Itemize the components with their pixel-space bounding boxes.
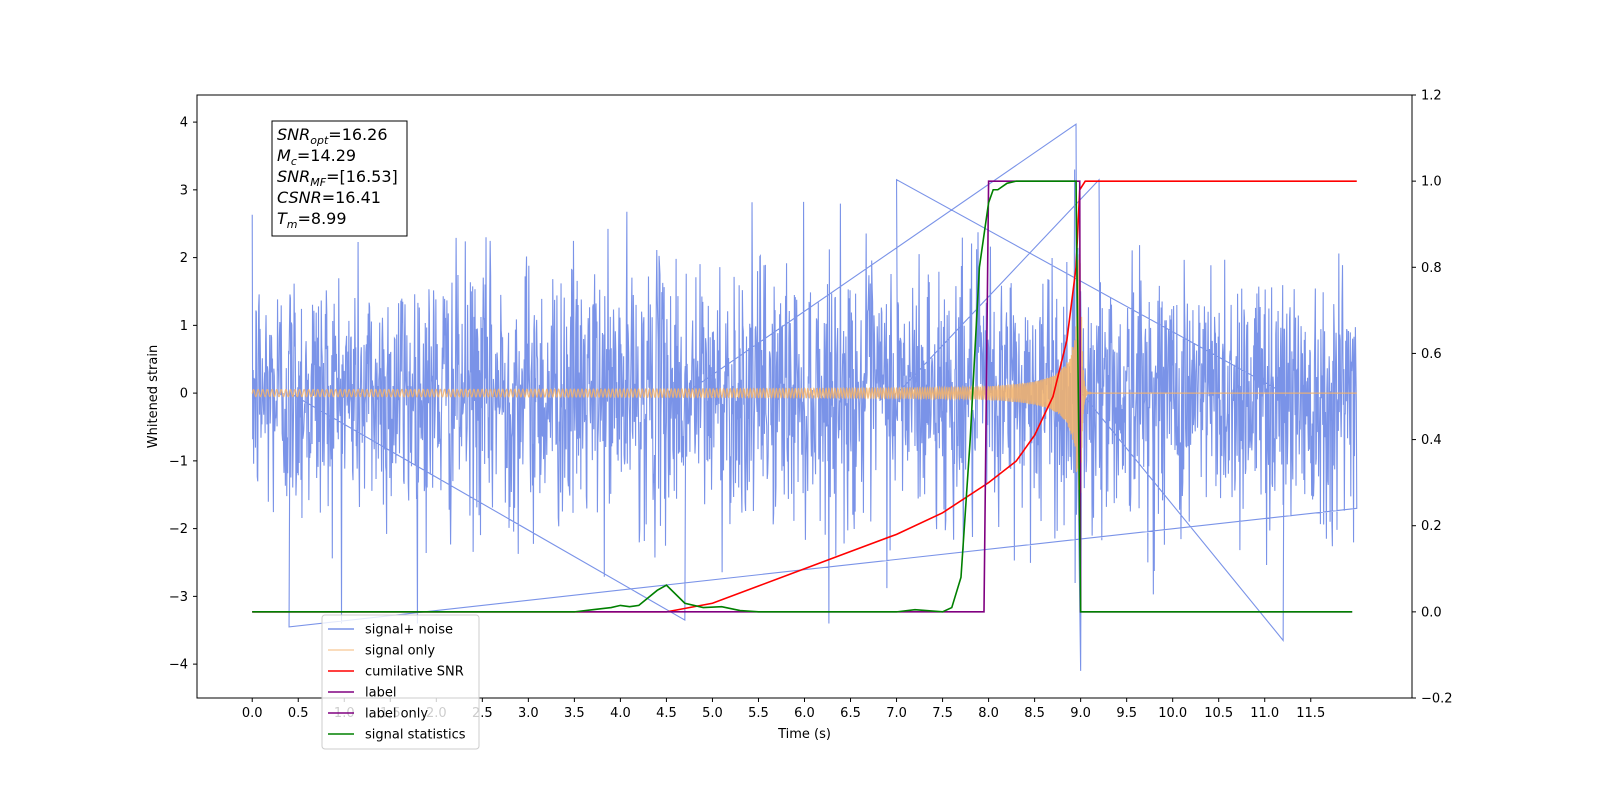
- info-value: =8.99: [298, 209, 347, 228]
- legend-item-label[interactable]: signal only: [365, 644, 435, 659]
- y-tick-label: −2: [169, 522, 188, 537]
- info-value: =14.29: [297, 146, 356, 165]
- series-signal-only-line: [251, 254, 1357, 531]
- legend-item-label[interactable]: label: [365, 686, 396, 701]
- info-symbol: SNR: [277, 125, 310, 144]
- info-subscript: MF: [310, 176, 326, 189]
- legend-item-label[interactable]: label only: [365, 707, 428, 722]
- y-tick-label: 4: [180, 116, 188, 131]
- plot-area: [251, 123, 1358, 671]
- x-tick-label: 10.0: [1158, 706, 1187, 721]
- y2-tick-label: 0.2: [1421, 519, 1442, 534]
- x-tick-label: 5.5: [748, 706, 769, 721]
- x-tick-label: 0.0: [242, 706, 263, 721]
- info-symbol: M: [277, 146, 291, 165]
- y2-tick-label: 1.2: [1421, 89, 1442, 104]
- info-value: =16.26: [328, 125, 387, 144]
- x-tick-label: 3.0: [518, 706, 539, 721]
- legend[interactable]: signal+ noise signal only cumilative SNR la…: [321, 614, 480, 750]
- legend-item-label[interactable]: cumilative SNR: [365, 665, 464, 680]
- info-box-line: SNRopt=16.26: [277, 125, 388, 147]
- series-signal-noise-line: [251, 123, 1358, 671]
- info-box-line: Mc=14.29: [277, 146, 356, 168]
- info-symbol: T: [277, 209, 288, 228]
- info-box-line: CSNR=16.41: [277, 188, 381, 207]
- series-signal-statistics-line: [252, 180, 1353, 613]
- y-axis-left: −4 −3 −2 −1 0 1 2 3 4: [169, 116, 197, 673]
- info-value: =16.41: [322, 188, 381, 207]
- y-tick-label: −3: [169, 590, 188, 605]
- x-tick-label: 5.0: [702, 706, 723, 721]
- legend-item-label[interactable]: signal+ noise: [365, 623, 453, 638]
- info-box: SNRopt=16.26Mc=14.29SNRMF=[16.53]CSNR=16…: [271, 120, 408, 237]
- y2-tick-label: 0.8: [1421, 261, 1442, 276]
- info-subscript: c: [291, 155, 297, 168]
- legend-item-label[interactable]: signal statistics: [365, 728, 466, 743]
- x-tick-label: 8.5: [1024, 706, 1045, 721]
- y-tick-label: −4: [169, 658, 188, 673]
- y2-tick-label: −0.2: [1421, 692, 1453, 707]
- x-tick-label: 11.0: [1250, 706, 1279, 721]
- x-axis-label: Time (s): [777, 727, 831, 742]
- info-subscript: m: [287, 218, 298, 231]
- y-tick-label: 2: [180, 251, 188, 266]
- y2-tick-label: 0.4: [1421, 433, 1442, 448]
- y2-tick-label: 1.0: [1421, 175, 1442, 190]
- y-axis-label: Whitened strain: [146, 345, 161, 448]
- x-tick-label: 9.5: [1116, 706, 1137, 721]
- x-tick-label: 3.5: [564, 706, 585, 721]
- info-symbol: CSNR: [277, 188, 322, 207]
- x-tick-label: 6.0: [794, 706, 815, 721]
- info-symbol: SNR: [277, 167, 310, 186]
- x-tick-label: 0.5: [288, 706, 309, 721]
- legend-frame: [321, 614, 480, 750]
- y2-tick-label: 0.6: [1421, 347, 1442, 362]
- info-value: =[16.53]: [326, 167, 398, 186]
- info-box-line: SNRMF=[16.53]: [277, 167, 398, 189]
- y-tick-label: 3: [180, 183, 188, 198]
- x-tick-label: 7.5: [932, 706, 953, 721]
- y2-tick-label: 0.0: [1421, 605, 1442, 620]
- info-subscript: opt: [310, 134, 329, 147]
- x-tick-label: 8.0: [978, 706, 999, 721]
- x-tick-label: 4.5: [656, 706, 677, 721]
- info-box-line: Tm=8.99: [277, 209, 347, 231]
- x-tick-label: 9.0: [1070, 706, 1091, 721]
- x-tick-label: 6.5: [840, 706, 861, 721]
- y-tick-label: −1: [169, 454, 188, 469]
- x-tick-label: 11.5: [1296, 706, 1325, 721]
- info-box-frame: [271, 120, 408, 237]
- x-tick-label: 10.5: [1204, 706, 1233, 721]
- x-tick-label: 4.0: [610, 706, 631, 721]
- x-tick-label: 7.0: [886, 706, 907, 721]
- y-tick-label: 1: [180, 319, 188, 334]
- y-axis-right: −0.2 0.0 0.2 0.4 0.6 0.8 1.0 1.2: [1412, 89, 1453, 707]
- x-axis: 0.00.51.01.52.02.53.03.54.04.55.05.56.06…: [242, 698, 1325, 721]
- y-tick-label: 0: [180, 387, 188, 402]
